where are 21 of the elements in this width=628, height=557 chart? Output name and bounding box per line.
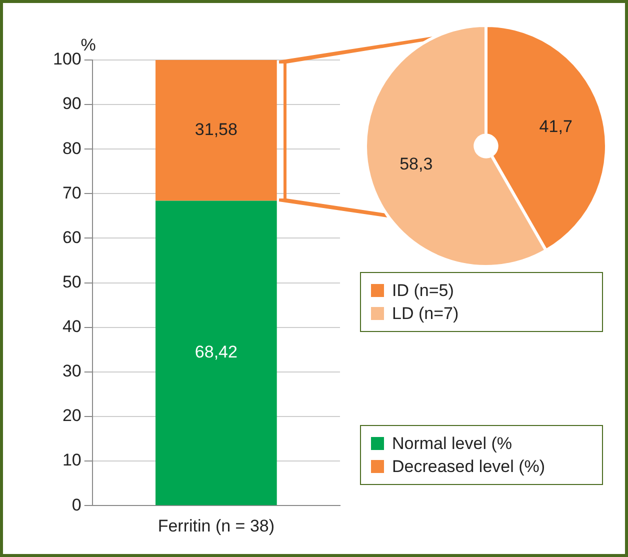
- legend-label: Normal level (%: [392, 433, 512, 455]
- data-label: 31,58: [194, 120, 238, 140]
- y-tick-label: 30: [62, 362, 82, 381]
- x-tick-label: Ferritin (n = 38): [158, 516, 275, 536]
- y-tick-label: 0: [72, 495, 82, 514]
- data-label: 41,7: [539, 117, 572, 136]
- data-label: 68,42: [194, 342, 238, 362]
- y-tick-label: 70: [62, 183, 82, 202]
- legend-label: LD (n=7): [392, 303, 459, 325]
- y-tick-label: 50: [62, 272, 82, 292]
- legend-label: ID (n=5): [392, 280, 454, 302]
- data-label: 58,3: [400, 154, 433, 174]
- y-tick-label: 60: [62, 228, 82, 247]
- y-tick-label: 20: [62, 406, 82, 426]
- y-axis-title: %: [80, 36, 96, 55]
- y-tick-label: 90: [62, 94, 82, 114]
- y-tick-label: 80: [62, 138, 82, 158]
- y-tick-label: 10: [62, 450, 82, 470]
- y-tick-label: 100: [52, 50, 82, 69]
- y-tick-label: 40: [62, 317, 82, 336]
- legend-label: Decreased level (%): [392, 456, 546, 478]
